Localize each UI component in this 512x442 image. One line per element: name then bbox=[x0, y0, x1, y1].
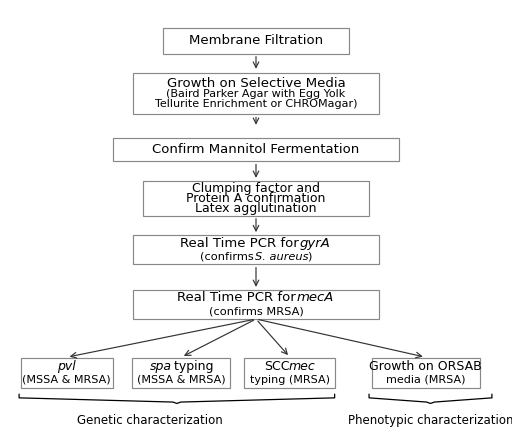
FancyBboxPatch shape bbox=[133, 290, 379, 319]
FancyBboxPatch shape bbox=[244, 358, 335, 388]
Text: (confirms: (confirms bbox=[200, 251, 257, 262]
Text: mecA: mecA bbox=[296, 291, 334, 304]
Text: ): ) bbox=[307, 251, 311, 262]
FancyBboxPatch shape bbox=[143, 181, 369, 216]
Text: Growth on Selective Media: Growth on Selective Media bbox=[166, 77, 346, 90]
Text: Real Time PCR for: Real Time PCR for bbox=[177, 291, 300, 304]
Text: Phenotypic characterization: Phenotypic characterization bbox=[348, 414, 512, 427]
FancyBboxPatch shape bbox=[372, 358, 480, 388]
Text: gyrA: gyrA bbox=[300, 236, 330, 250]
Text: Real Time PCR for: Real Time PCR for bbox=[180, 236, 303, 250]
Text: spa: spa bbox=[150, 360, 172, 373]
Text: Protein A confirmation: Protein A confirmation bbox=[186, 192, 326, 205]
Text: S. aureus: S. aureus bbox=[254, 251, 308, 262]
Text: (confirms MRSA): (confirms MRSA) bbox=[208, 306, 304, 316]
Text: Clumping factor and: Clumping factor and bbox=[192, 182, 320, 195]
Text: Confirm Mannitol Fermentation: Confirm Mannitol Fermentation bbox=[153, 143, 359, 156]
Text: pvl: pvl bbox=[57, 360, 76, 373]
FancyBboxPatch shape bbox=[114, 138, 398, 161]
Text: Genetic characterization: Genetic characterization bbox=[77, 414, 223, 427]
Text: Tellurite Enrichment or CHROMagar): Tellurite Enrichment or CHROMagar) bbox=[155, 99, 357, 109]
Text: typing: typing bbox=[170, 360, 214, 373]
Text: Latex agglutination: Latex agglutination bbox=[195, 202, 317, 215]
Text: Membrane Filtration: Membrane Filtration bbox=[189, 34, 323, 47]
Text: (MSSA & MRSA): (MSSA & MRSA) bbox=[23, 375, 111, 385]
FancyBboxPatch shape bbox=[133, 73, 379, 114]
Text: Growth on ORSAB: Growth on ORSAB bbox=[369, 360, 482, 373]
FancyBboxPatch shape bbox=[133, 236, 379, 264]
FancyBboxPatch shape bbox=[20, 358, 113, 388]
Text: typing (MRSA): typing (MRSA) bbox=[250, 375, 330, 385]
FancyBboxPatch shape bbox=[132, 358, 230, 388]
Text: media (MRSA): media (MRSA) bbox=[386, 375, 465, 385]
Text: SCC: SCC bbox=[264, 360, 290, 373]
Text: (Baird Parker Agar with Egg Yolk: (Baird Parker Agar with Egg Yolk bbox=[166, 89, 346, 99]
FancyBboxPatch shape bbox=[163, 27, 349, 54]
Text: (MSSA & MRSA): (MSSA & MRSA) bbox=[137, 375, 226, 385]
Text: mec: mec bbox=[289, 360, 315, 373]
